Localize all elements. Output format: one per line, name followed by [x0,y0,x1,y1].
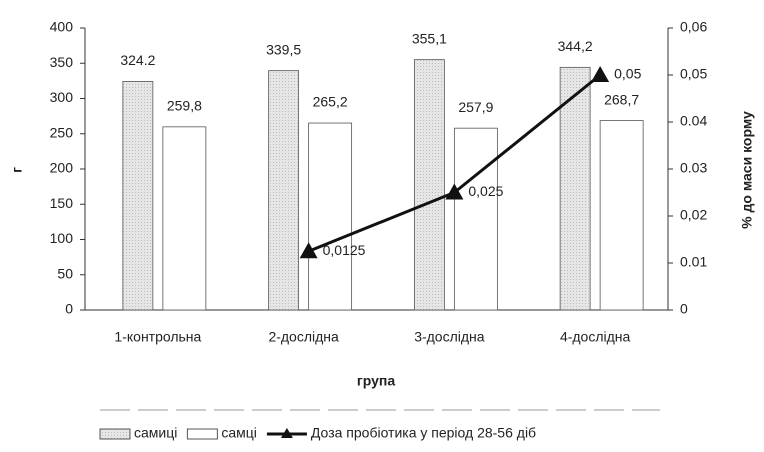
value-label: 355,1 [412,30,447,46]
bar [122,81,154,311]
y2-tick-label: 0 [680,301,688,317]
x-axis-label: група [357,373,395,389]
x-tick-label: 1-контрольна [114,329,201,345]
legend-swatch [186,428,218,440]
bar [413,59,445,311]
value-label: 344,2 [558,38,593,54]
y2-tick-label: 0.04 [680,113,707,129]
legend-swatch [280,428,293,438]
y-tick-label: 350 [50,54,74,70]
bar [453,127,498,311]
y2-tick-label: 0.03 [680,160,707,176]
y2-tick-label: 0,02 [680,207,707,223]
line-marker [445,183,464,200]
value-label: 0,05 [614,66,641,82]
x-tick-label: 3-дослідна [414,329,485,345]
legend-label: самиці [134,425,177,441]
y-tick-label: 200 [50,160,74,176]
y2-tick-label: 0,05 [680,66,707,82]
bar [162,126,207,311]
y-tick-label: 300 [50,89,74,105]
y2-axis-label: % до маси корму [739,111,755,229]
y2-tick-label: 0.01 [680,254,707,270]
bar [559,66,591,311]
bar [599,120,644,311]
y2-tick-label: 0,06 [680,19,707,35]
y-axis-label: г [9,167,25,173]
legend-swatch [99,428,131,440]
value-label: 265,2 [313,94,348,110]
value-label: 257,9 [458,99,493,115]
line-marker [299,242,318,259]
value-label: 324.2 [120,52,155,68]
value-label: 339,5 [266,41,301,57]
y-tick-label: 50 [57,265,73,281]
y-tick-label: 100 [50,230,74,246]
y-tick-label: 150 [50,195,74,211]
bar [308,122,353,311]
legend-label: Доза пробіотика у період 28-56 діб [311,425,536,441]
y-tick-label: 250 [50,124,74,140]
y-tick-label: 0 [65,301,73,317]
bar [268,70,300,311]
y-tick-label: 400 [50,19,74,35]
x-tick-label: 2-дослідна [268,329,339,345]
x-tick-label: 4-дослідна [560,329,631,345]
value-label: 0,0125 [323,242,366,258]
value-label: 0,025 [468,183,503,199]
line-marker [591,66,610,82]
value-label: 259,8 [167,98,202,114]
value-label: 268,7 [604,91,639,107]
legend-label: самці [221,425,257,441]
